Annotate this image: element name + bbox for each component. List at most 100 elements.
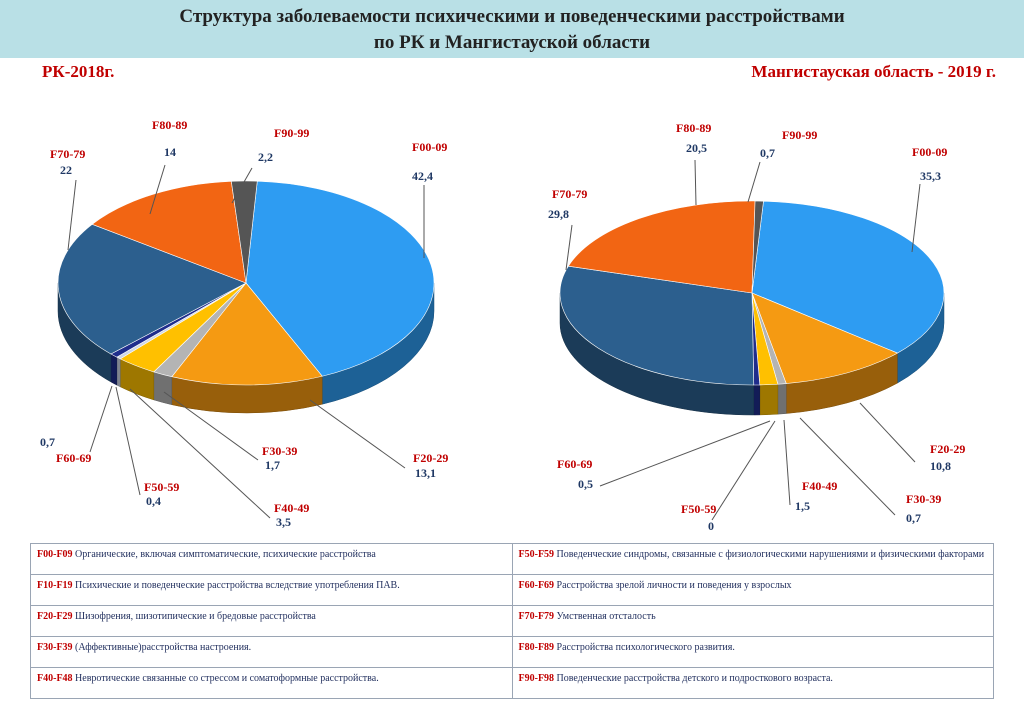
page-title: Структура заболеваемости психическими и … (179, 6, 845, 27)
title-bar (0, 0, 1024, 58)
slice-code-label: F00-09 (412, 140, 447, 154)
slice-value-label: 10,8 (930, 459, 951, 473)
pie-side-F60-69 (110, 353, 118, 386)
leader-line-F30-39 (163, 391, 259, 461)
slice-code-label: F20-29 (413, 451, 448, 465)
pie-side-F60-69 (753, 384, 761, 416)
legend-code: F90-F98 (518, 673, 555, 684)
slice-code-label: F30-39 (906, 492, 941, 506)
legend-text: Поведенческие расстройства детского и по… (554, 673, 833, 684)
leader-line-F80-89 (149, 164, 166, 215)
slice-value-label: 0,7 (40, 435, 55, 449)
slice-code-label: F30-39 (262, 444, 297, 458)
leader-line-F80-89 (694, 159, 697, 206)
legend-text: Поведенческие синдромы, связанные с физи… (554, 549, 985, 560)
slice-code-label: F60-69 (56, 451, 91, 465)
leader-line-F70-79 (565, 224, 573, 271)
slice-code-label: F70-79 (552, 187, 587, 201)
legend-row: F10-F19 Психические и поведенческие расс… (30, 574, 994, 606)
slice-value-label: 3,5 (276, 515, 291, 529)
slice-code-label: F80-89 (152, 118, 187, 132)
legend-code: F20-F29 (37, 611, 73, 622)
legend-code: F10-F19 (37, 580, 73, 591)
legend-cell: F30-F39 (Аффективные)расстройства настро… (30, 636, 513, 668)
slice-value-label: 2,2 (258, 150, 273, 164)
leader-line-F90-99 (747, 161, 761, 203)
legend-code: F70-F79 (518, 611, 555, 622)
legend-row: F30-F39 (Аффективные)расстройства настро… (30, 636, 994, 668)
legend-row: F40-F48 Невротические связанные со стрес… (30, 667, 994, 699)
chart-title-rk: РК-2018г. (42, 62, 115, 81)
slice-code-label: F80-89 (676, 121, 711, 135)
legend-cell: F20-F29 Шизофрения, шизотипические и бре… (30, 605, 513, 637)
slice-value-label: 29,8 (548, 207, 569, 221)
slice-value-label: 13,1 (415, 466, 436, 480)
pie-slice-F80-89 (91, 181, 247, 284)
legend-code: F30-F39 (37, 642, 73, 653)
legend-code: F60-F69 (518, 580, 555, 591)
legend-text: (Аффективные)расстройства настроения. (72, 642, 252, 653)
slice-value-label: 22 (60, 163, 72, 177)
slice-code-label: F50-59 (681, 502, 716, 516)
slice-code-label: F90-99 (274, 126, 309, 140)
legend-code: F80-F89 (518, 642, 555, 653)
pie-side-F30-39 (777, 383, 787, 415)
slice-value-label: 0,4 (146, 494, 161, 508)
legend-text: Органические, включая симптоматические, … (72, 549, 376, 560)
pie-side-F30-39 (153, 371, 173, 406)
slice-value-label: 35,3 (920, 169, 941, 183)
slice-code-label: F40-49 (274, 501, 309, 515)
leader-line-F60-69 (599, 420, 771, 487)
leader-line-F60-69 (89, 385, 113, 453)
legend-code: F00-F09 (37, 549, 73, 560)
leader-line-F30-39 (799, 417, 896, 516)
legend-row: F00-F09 Органические, включая симптомати… (30, 543, 994, 575)
chart-title-mangistau: Мангистауская область - 2019 г. (751, 62, 996, 81)
slice-code-label: F60-69 (557, 457, 592, 471)
legend-text: Расстройства психологического развития. (554, 642, 735, 653)
pie-slice-F00-09 (751, 200, 945, 354)
leader-line-F20-29 (309, 399, 406, 469)
pie-slice-F80-89 (567, 200, 756, 294)
slice-code-label: F50-59 (144, 480, 179, 494)
legend-cell: F60-F69 Расстройства зрелой личности и п… (511, 574, 994, 606)
pie-slice-F20-29 (171, 282, 323, 386)
page-subtitle: по РК и Мангистауской области (373, 32, 651, 53)
legend-cell: F00-F09 Органические, включая симптомати… (30, 543, 513, 575)
pie-slice-F00-09 (245, 180, 435, 377)
leader-line-F50-59 (711, 420, 776, 521)
legend-table: F00-F09 Органические, включая симптомати… (30, 543, 994, 699)
legend-cell: F50-F59 Поведенческие синдромы, связанны… (511, 543, 994, 575)
slice-code-label: F20-29 (930, 442, 965, 456)
leader-line-F40-49 (129, 388, 271, 519)
legend-code: F50-F59 (518, 549, 555, 560)
leader-line-F70-79 (67, 179, 77, 251)
legend-code: F40-F48 (37, 673, 73, 684)
leader-line-F00-09 (911, 183, 921, 253)
slice-value-label: 1,7 (265, 458, 280, 472)
slice-value-label: 14 (164, 145, 176, 159)
legend-text: Шизофрения, шизотипические и бредовые ра… (72, 611, 316, 622)
pie-slice-F70-79 (559, 265, 755, 386)
pie-slice-F90-99 (751, 200, 764, 294)
pie-side-F40-49 (759, 383, 779, 416)
legend-text: Невротические связанные со стрессом и со… (72, 673, 379, 684)
slice-code-label: F90-99 (782, 128, 817, 142)
slice-value-label: 20,5 (686, 141, 707, 155)
slice-code-label: F40-49 (802, 479, 837, 493)
leader-line-F50-59 (115, 386, 141, 496)
pie-slice-F70-79 (57, 223, 247, 355)
slice-value-label: 1,5 (795, 499, 810, 513)
slice-code-label: F70-79 (50, 147, 85, 161)
slice-code-label: F00-09 (912, 145, 947, 159)
legend-text: Расстройства зрелой личности и поведения… (554, 580, 792, 591)
leader-line-F90-99 (231, 167, 253, 204)
leader-line-F40-49 (783, 419, 791, 506)
legend-cell: F80-F89 Расстройства психологического ра… (511, 636, 994, 668)
legend-text: Психические и поведенческие расстройства… (72, 580, 400, 591)
pie-side-F50-59 (116, 356, 121, 388)
slice-value-label: 0 (708, 519, 714, 533)
legend-cell: F70-F79 Умственная отсталость (511, 605, 994, 637)
legend-row: F20-F29 Шизофрения, шизотипические и бре… (30, 605, 994, 637)
legend-cell: F40-F48 Невротические связанные со стрес… (30, 667, 513, 699)
